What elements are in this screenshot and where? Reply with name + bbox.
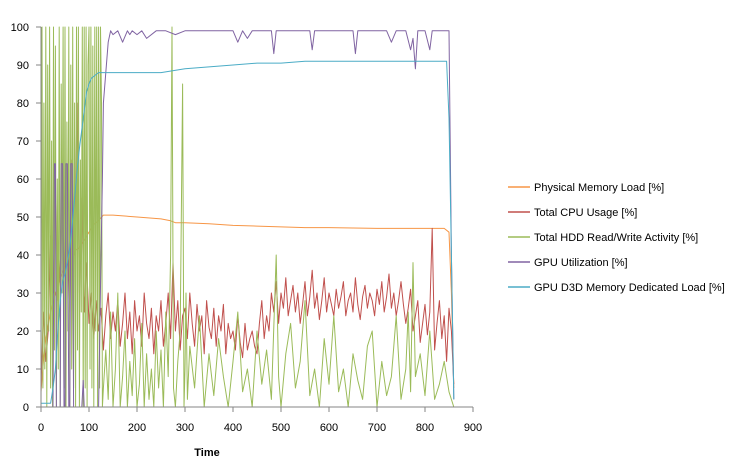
x-tick-label: 900: [464, 422, 482, 434]
y-tick-label: 30: [17, 288, 29, 300]
y-tick-label: 0: [23, 402, 29, 414]
x-tick-label: 800: [416, 422, 434, 434]
y-tick-label: 100: [11, 22, 29, 34]
x-tick-label: 700: [368, 422, 386, 434]
x-tick-label: 400: [224, 422, 242, 434]
legend-label: Total CPU Usage [%]: [534, 207, 637, 219]
y-tick-label: 10: [17, 364, 29, 376]
x-tick-label: 500: [272, 422, 290, 434]
series-line-total-hdd-read-write-activity: [40, 26, 455, 408]
legend-label: Physical Memory Load [%]: [534, 182, 664, 194]
legend-label: GPU D3D Memory Dedicated Load [%]: [534, 282, 725, 294]
y-tick-label: 50: [17, 212, 29, 224]
y-tick-label: 60: [17, 174, 29, 186]
x-tick-label: 600: [320, 422, 338, 434]
y-tick-label: 20: [17, 326, 29, 338]
x-axis-title: Time: [194, 447, 219, 459]
x-tick-label: 200: [128, 422, 146, 434]
x-tick-label: 0: [38, 422, 44, 434]
x-tick-label: 300: [176, 422, 194, 434]
x-tick-group: 0 100 200 300 400 500 600 700 800 900: [38, 407, 482, 434]
y-tick-label: 90: [17, 60, 29, 72]
y-tick-label: 80: [17, 98, 29, 110]
series-line-gpu-d3d-memory-dedicated-load: [41, 60, 455, 404]
x-tick-label: 100: [80, 422, 98, 434]
series-layer: [40, 26, 455, 408]
legend: Physical Memory Load [%] Total CPU Usage …: [508, 182, 725, 294]
series-line-gpu-utilization: [41, 30, 455, 408]
y-tick-group: 0 10 20 30 40 50 60 70 80 90 100: [11, 22, 41, 414]
legend-label: GPU Utilization [%]: [534, 257, 628, 269]
y-tick-label: 40: [17, 250, 29, 262]
legend-label: Total HDD Read/Write Activity [%]: [534, 232, 698, 244]
y-tick-label: 70: [17, 136, 29, 148]
